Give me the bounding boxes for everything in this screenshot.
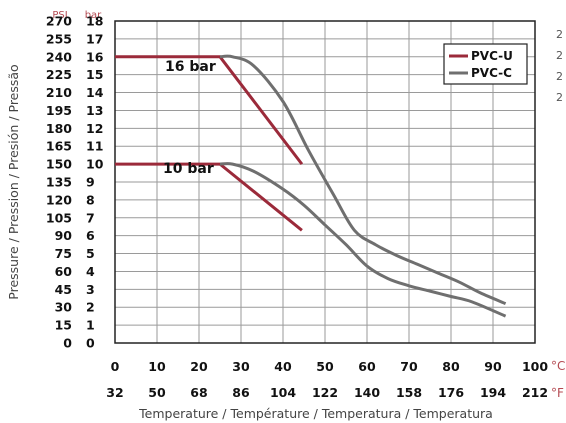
y-tick-label-bar: 16	[86, 49, 104, 64]
x-tick-label-celsius: 10	[148, 359, 166, 374]
x-tick-label-celsius: 80	[442, 359, 460, 374]
y-tick-label-psi: 120	[46, 192, 72, 207]
x-tick-label-celsius: 0	[111, 359, 120, 374]
y-tick-label-bar: 4	[86, 264, 95, 279]
y-tick-label-bar: 0	[86, 336, 95, 351]
y-tick-label-bar: 11	[86, 139, 103, 154]
y-tick-label-psi: 0	[63, 336, 72, 351]
x-tick-label-celsius: 40	[274, 359, 292, 374]
x-unit-fahrenheit: °F	[551, 386, 564, 400]
plot-frame	[114, 20, 536, 344]
series-layer	[115, 54, 507, 318]
x-tick-label-celsius: 100	[522, 359, 548, 374]
legend: PVC-U PVC-C	[443, 43, 528, 85]
x-tick-label-fahrenheit: 140	[354, 385, 380, 400]
y-tick-label-psi: 15	[55, 318, 72, 333]
x-tick-label-celsius: 90	[484, 359, 502, 374]
y-tick-label-bar: 18	[86, 14, 103, 29]
y-tick-label-bar: 13	[86, 103, 103, 118]
y-tick-label-psi: 165	[46, 139, 72, 154]
y-unit-bar: bar	[85, 10, 102, 21]
y-tick-label-psi: 90	[55, 228, 73, 243]
x-unit-celsius: °C	[551, 359, 565, 373]
x-tick-label-celsius: 50	[316, 359, 334, 374]
y-tick-label-bar: 8	[86, 192, 95, 207]
y-tick-label-psi: 255	[46, 31, 72, 46]
y-tick-label-psi: 105	[46, 210, 72, 225]
side-text-1: 2	[556, 28, 563, 41]
y-tick-label-bar: 2	[86, 300, 95, 315]
y-tick-label-bar: 5	[86, 246, 95, 261]
side-text-4: 2	[556, 91, 563, 104]
y-tick-label-psi: 75	[55, 246, 72, 261]
y-tick-label-psi: 210	[46, 85, 72, 100]
x-tick-label-fahrenheit: 86	[232, 385, 250, 400]
x-tick-label-fahrenheit: 50	[148, 385, 166, 400]
y-tick-label-psi: 195	[46, 103, 72, 118]
y-tick-label-bar: 17	[86, 31, 103, 46]
x-tick-label-fahrenheit: 32	[106, 385, 123, 400]
y-tick-label-psi: 135	[46, 175, 72, 190]
legend-label-pvc-c: PVC-C	[471, 66, 512, 80]
x-axis-title: Temperature / Température / Temperatura …	[138, 406, 493, 421]
x-tick-label-fahrenheit: 104	[270, 385, 296, 400]
x-tick-label-fahrenheit: 122	[312, 385, 338, 400]
x-tick-label-celsius: 60	[358, 359, 376, 374]
x-tick-label-fahrenheit: 176	[438, 385, 464, 400]
y-tick-label-bar: 6	[86, 228, 95, 243]
y-tick-label-psi: 180	[46, 121, 72, 136]
y-tick-label-bar: 10	[86, 157, 104, 172]
x-tick-label-celsius: 70	[400, 359, 418, 374]
y-tick-label-psi: 60	[55, 264, 73, 279]
y-tick-label-bar: 7	[86, 210, 95, 225]
x-tick-label-celsius: 20	[190, 359, 208, 374]
x-tick-label-fahrenheit: 212	[522, 385, 548, 400]
y-tick-label-psi: 45	[55, 282, 72, 297]
legend-label-pvc-u: PVC-U	[471, 49, 513, 63]
x-tick-label-fahrenheit: 158	[396, 385, 422, 400]
side-text: 2 2 2 2	[556, 28, 563, 104]
y-tick-label-bar: 9	[86, 175, 95, 190]
series-line-pvc-c-16-bar	[219, 54, 507, 306]
x-tick-label-fahrenheit: 194	[480, 385, 506, 400]
y-axis-title: Pressure / Pression / Presión / Pressão	[6, 64, 21, 299]
side-text-2: 2	[556, 49, 563, 62]
side-text-3: 2	[556, 70, 563, 83]
x-tick-label-celsius: 30	[232, 359, 250, 374]
x-tick-label-fahrenheit: 68	[190, 385, 207, 400]
y-tick-label-psi: 225	[46, 67, 72, 82]
y-tick-label-bar: 15	[86, 67, 103, 82]
legend-box	[443, 43, 528, 85]
y-unit-psi: PSI	[52, 10, 67, 21]
y-tick-label-psi: 30	[55, 300, 73, 315]
y-tick-labels: 0011523034546057569071058120913510150111…	[46, 14, 104, 351]
annotation-10-bar: 10 bar	[163, 161, 214, 177]
annotation-16-bar: 16 bar	[165, 59, 216, 75]
y-tick-label-psi: 240	[46, 49, 72, 64]
series-line-pvc-c-10-bar	[219, 162, 507, 318]
y-tick-label-bar: 1	[86, 318, 95, 333]
x-tick-labels: 0 32 10 50 20 68 30 86 40 104 50 122 60 140 70 158 80 176…	[106, 359, 548, 400]
y-tick-label-bar: 12	[86, 121, 103, 136]
y-tick-label-psi: 150	[46, 157, 72, 172]
y-tick-label-bar: 14	[86, 85, 104, 100]
y-tick-label-bar: 3	[86, 282, 95, 297]
y-tick-label-psi: 270	[46, 14, 72, 29]
